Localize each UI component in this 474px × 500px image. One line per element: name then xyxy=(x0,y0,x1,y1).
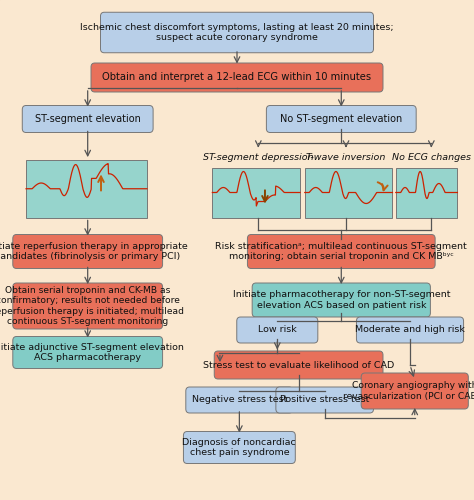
FancyBboxPatch shape xyxy=(266,106,416,132)
FancyBboxPatch shape xyxy=(13,234,163,268)
Text: Diagnosis of noncardiac
chest pain syndrome: Diagnosis of noncardiac chest pain syndr… xyxy=(182,438,296,457)
Text: Initiate pharmacotherapy for non-ST-segment
elevation ACS based on patient risk: Initiate pharmacotherapy for non-ST-segm… xyxy=(233,290,450,310)
FancyBboxPatch shape xyxy=(100,12,374,52)
FancyBboxPatch shape xyxy=(356,317,464,343)
FancyBboxPatch shape xyxy=(396,168,457,218)
FancyBboxPatch shape xyxy=(214,351,383,379)
Text: Positive stress test: Positive stress test xyxy=(280,396,369,404)
Text: Initiate reperfusion therapy in appropriate
candidates (fibrinolysis or primary : Initiate reperfusion therapy in appropri… xyxy=(0,242,188,261)
Text: Risk stratificationᵃ; multilead continuous ST-segment
monitoring; obtain serial : Risk stratificationᵃ; multilead continuo… xyxy=(215,242,467,261)
FancyBboxPatch shape xyxy=(252,283,430,317)
FancyBboxPatch shape xyxy=(13,283,163,329)
FancyBboxPatch shape xyxy=(237,317,318,343)
Text: ST-segment depression: ST-segment depression xyxy=(203,154,314,162)
Text: Obtain and interpret a 12-lead ECG within 10 minutes: Obtain and interpret a 12-lead ECG withi… xyxy=(102,72,372,83)
FancyBboxPatch shape xyxy=(186,387,293,413)
Text: Moderate and high risk: Moderate and high risk xyxy=(355,326,465,334)
Text: Initiate adjunctive ST-segment elevation
ACS pharmacotherapy: Initiate adjunctive ST-segment elevation… xyxy=(0,343,183,362)
FancyBboxPatch shape xyxy=(26,160,147,218)
FancyBboxPatch shape xyxy=(361,373,468,409)
Text: Stress test to evaluate likelihood of CAD: Stress test to evaluate likelihood of CA… xyxy=(203,360,394,370)
FancyBboxPatch shape xyxy=(183,432,295,464)
Text: T-wave inversion: T-wave inversion xyxy=(306,154,386,162)
FancyBboxPatch shape xyxy=(305,168,392,218)
Text: Negative stress test: Negative stress test xyxy=(191,396,287,404)
Text: No ECG changes: No ECG changes xyxy=(392,154,471,162)
Text: Obtain serial troponin and CK-MB as
confirmatory; results not needed before
repe: Obtain serial troponin and CK-MB as conf… xyxy=(0,286,184,326)
FancyBboxPatch shape xyxy=(91,63,383,92)
Text: Ischemic chest discomfort symptoms, lasting at least 20 minutes;
suspect acute c: Ischemic chest discomfort symptoms, last… xyxy=(80,23,394,42)
Text: ST-segment elevation: ST-segment elevation xyxy=(35,114,141,124)
Text: No ST-segment elevation: No ST-segment elevation xyxy=(280,114,402,124)
FancyBboxPatch shape xyxy=(22,106,153,132)
FancyBboxPatch shape xyxy=(212,168,300,218)
FancyBboxPatch shape xyxy=(247,234,435,268)
FancyBboxPatch shape xyxy=(13,336,163,368)
FancyBboxPatch shape xyxy=(276,387,374,413)
Text: Low risk: Low risk xyxy=(258,326,297,334)
Text: Coronary angiography with
revascularization (PCI or CABG): Coronary angiography with revascularizat… xyxy=(343,382,474,400)
